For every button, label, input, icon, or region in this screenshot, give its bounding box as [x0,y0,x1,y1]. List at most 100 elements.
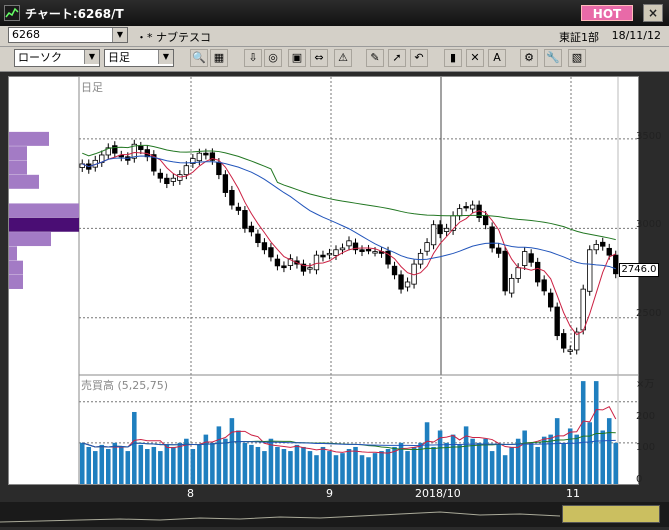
chevron-down-icon[interactable]: ▼ [112,28,127,42]
pencil-icon[interactable]: ✎ [366,49,384,67]
chart-panel[interactable] [8,76,639,485]
symbol-code-input[interactable]: 6268 ▼ [8,27,128,43]
volume-bar [119,446,124,484]
chevron-down-icon[interactable]: ▼ [158,50,173,64]
volume-bar [587,422,592,484]
volume-bar [444,442,449,484]
price-tick-label: 2500 [636,308,662,319]
volume-bar [405,451,410,484]
layout-icon[interactable]: ▦ [210,49,228,67]
book-icon[interactable]: ▣ [288,49,306,67]
candle-body [164,177,170,184]
candle-body [281,265,287,269]
candle-body [320,254,326,258]
volume-bar [489,451,495,484]
candle-body [587,249,593,292]
wrench-icon[interactable]: 🔧 [544,49,562,67]
candle-body [242,210,248,229]
volume-unit-label: ×万 [636,379,655,390]
volume-bar [294,444,300,484]
volume-bar [333,455,339,484]
alert-icon[interactable]: ⚠ [334,49,352,67]
candle-body [404,281,411,288]
volume-bar [268,438,274,484]
volume-bar [431,446,436,484]
candle-body [274,258,281,267]
volume-bar [574,434,579,484]
candle-body [105,147,111,156]
candle-body [600,241,606,247]
volume-bar [535,446,540,484]
volume-bar [580,381,586,484]
download-icon[interactable]: ⇩ [244,49,262,67]
candle-body [593,244,599,251]
cursor-icon[interactable]: ➚ [388,49,406,67]
volume-bar [249,444,254,484]
stock-name: ・* ナブテスコ [136,31,211,44]
volume-bar [483,438,488,484]
chart-canvas[interactable] [9,77,638,484]
volume-bar [288,451,293,484]
candle-body [138,145,144,151]
candle-body [469,204,476,210]
date-label: 18/11/12 [611,29,661,42]
volume-bar [79,442,85,484]
candle-body [333,249,339,256]
candle-body [528,253,534,263]
chart-style-select[interactable]: ローソク ▼ [14,49,100,67]
gear-icon[interactable]: ⚙ [520,49,538,67]
candle-body [482,215,489,226]
overview-strip[interactable] [0,502,669,527]
price-profile-bar [9,146,27,161]
volume-ma-long-line [82,439,616,448]
palette-icon[interactable]: ▧ [568,49,586,67]
volume-bar [301,446,306,484]
candle-body [112,145,118,154]
candle-body [502,250,508,292]
candle-body [554,306,560,337]
volume-bar [522,430,527,484]
window-titlebar: チャート:6268/T HOT × [0,0,669,27]
range-scroller[interactable] [562,505,660,523]
volume-bar [470,438,475,484]
volume-bar [509,446,514,484]
window-title: チャート:6268/T [25,7,124,21]
symbol-bar: 6268 ▼ ・* ナブテスコ 東証1部 18/11/12 [0,26,669,47]
volume-bar [164,444,170,484]
volume-bar [548,434,553,484]
chevron-down-icon[interactable]: ▼ [84,50,99,64]
undo-icon[interactable]: ↶ [410,49,428,67]
candle-body [268,247,274,258]
volume-bar [340,453,345,484]
candle-body [574,331,580,351]
period-select[interactable]: 日足 ▼ [104,49,174,67]
candle-body [131,143,137,159]
all-icon[interactable]: A [488,49,506,67]
volume-bar [528,442,534,484]
search-icon[interactable]: ◎ [264,49,282,67]
candle-body [339,247,346,251]
candle-body [541,279,547,292]
hot-button[interactable]: HOT [581,5,633,21]
compare-icon[interactable]: ⇔ [310,49,328,67]
price-profile-bar [9,274,23,289]
candle-body [365,249,372,252]
volume-bar [177,442,183,484]
candle-body [216,162,222,176]
price-profile-bar [9,246,17,261]
candle-icon[interactable]: ▮ [444,49,462,67]
candle-body [508,278,515,294]
candle-body [307,267,313,270]
volume-bar [197,444,202,484]
volume-bar [275,446,280,484]
candle-body [209,152,216,161]
mark-icon[interactable]: ✕ [466,49,484,67]
zoom-icon[interactable]: 🔍 [190,49,208,67]
candle-body [580,288,586,331]
chart-app-icon [4,5,20,21]
candle-body [359,249,365,252]
volume-bar [457,444,462,484]
close-button[interactable]: × [643,4,663,22]
candle-body [456,208,463,217]
volume-bar [203,434,209,484]
